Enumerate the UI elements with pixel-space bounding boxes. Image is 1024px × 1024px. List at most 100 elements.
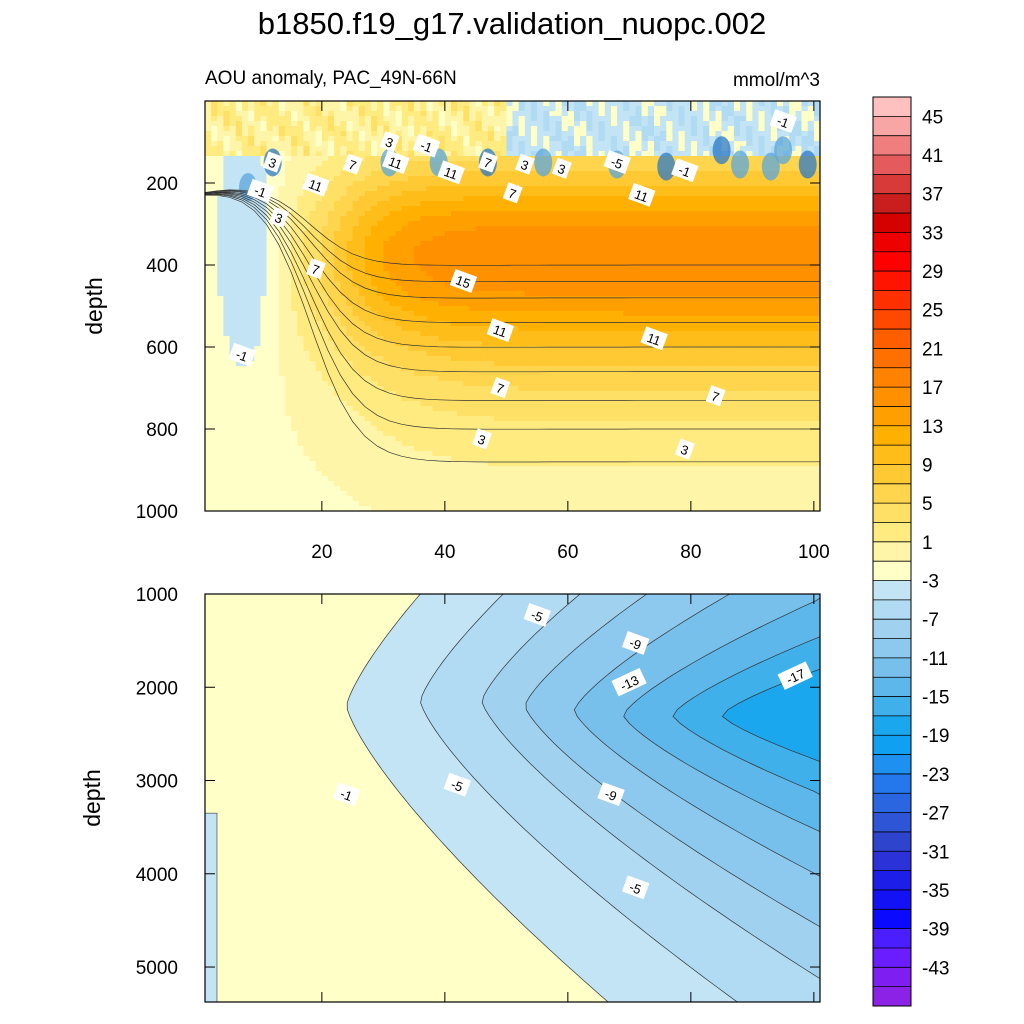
upper-field-cell <box>764 241 772 247</box>
upper-field-cell <box>358 331 366 337</box>
upper-field-cell <box>709 306 717 312</box>
upper-field-cell <box>254 331 261 337</box>
upper-field-cell <box>623 216 630 222</box>
upper-field-cell <box>715 276 723 282</box>
upper-field-cell <box>414 196 421 202</box>
upper-field-cell <box>703 291 710 297</box>
upper-field-cell <box>654 321 661 327</box>
upper-field-cell <box>284 311 292 317</box>
upper-field-cell <box>543 256 551 262</box>
upper-field-cell <box>623 176 630 182</box>
upper-field-cell <box>469 261 477 267</box>
upper-field-cell <box>641 121 649 127</box>
upper-field-cell <box>746 331 753 337</box>
upper-field-cell <box>703 251 710 257</box>
upper-field-cell <box>537 146 544 152</box>
upper-field-cell <box>647 156 655 162</box>
upper-field-cell <box>469 296 477 302</box>
upper-field-cell <box>709 246 717 252</box>
upper-field-cell <box>537 221 544 227</box>
upper-field-cell <box>506 241 514 247</box>
upper-field-cell <box>395 176 403 182</box>
upper-field-cell <box>764 331 772 337</box>
upper-field-cell <box>660 291 667 297</box>
upper-field-cell <box>813 341 820 347</box>
upper-field-cell <box>678 196 686 202</box>
upper-field-cell <box>205 266 212 272</box>
upper-field-cell <box>340 266 348 272</box>
upper-field-cell <box>334 306 341 312</box>
upper-field-cell <box>537 186 544 192</box>
upper-field-cell <box>537 206 544 212</box>
upper-field-cell <box>660 346 667 352</box>
upper-field-cell <box>580 111 587 117</box>
upper-field-cell <box>205 281 212 287</box>
upper-field-cell <box>801 261 809 267</box>
upper-field-cell <box>752 136 760 142</box>
upper-field-cell <box>561 331 569 337</box>
upper-field-cell <box>254 141 261 147</box>
upper-field-cell <box>629 156 637 162</box>
upper-field-cell <box>303 196 311 202</box>
upper-field-cell <box>813 306 820 312</box>
upper-field-cell <box>328 151 335 157</box>
upper-field-cell <box>795 206 803 212</box>
upper-field-cell <box>752 301 760 307</box>
upper-field-cell <box>334 101 341 107</box>
upper-field-cell <box>414 166 421 172</box>
upper-field-cell <box>758 101 766 107</box>
upper-field-cell <box>223 116 231 122</box>
upper-field-cell <box>555 261 563 267</box>
upper-field-cell <box>414 191 421 197</box>
upper-field-cell <box>752 101 760 107</box>
upper-field-cell <box>783 191 790 197</box>
upper-field-cell <box>414 311 421 317</box>
upper-field-cell <box>764 341 772 347</box>
upper-field-cell <box>284 316 292 322</box>
upper-field-cell <box>260 111 268 117</box>
upper-field-cell <box>303 116 311 122</box>
upper-field-cell <box>678 221 686 227</box>
upper-field-cell <box>278 231 286 237</box>
upper-field-cell <box>358 236 366 242</box>
upper-field-cell <box>223 106 231 112</box>
upper-field-cell <box>420 151 427 157</box>
upper-field-cell <box>684 326 692 332</box>
upper-field-cell <box>531 251 538 257</box>
upper-field-cell <box>235 106 243 112</box>
upper-field-cell <box>807 256 815 262</box>
upper-field-cell <box>487 336 495 342</box>
upper-field-cell <box>678 231 686 237</box>
upper-field-cell <box>223 316 231 322</box>
upper-field-cell <box>678 286 686 292</box>
upper-field-cell <box>481 251 489 257</box>
upper-field-cell <box>770 226 778 232</box>
upper-field-cell <box>641 116 649 122</box>
upper-field-cell <box>328 301 335 307</box>
upper-field-cell <box>451 136 458 142</box>
upper-field-cell <box>690 256 698 262</box>
upper-field-cell <box>512 121 520 127</box>
upper-field-cell <box>500 226 507 232</box>
upper-field-cell <box>346 131 354 137</box>
upper-field-cell <box>284 156 292 162</box>
upper-field-cell <box>721 276 729 282</box>
upper-field-cell <box>451 186 458 192</box>
upper-field-cell <box>592 291 600 297</box>
upper-field-cell <box>531 316 538 322</box>
upper-field-cell <box>807 201 815 207</box>
upper-field-cell <box>217 106 224 112</box>
upper-field-cell <box>813 176 820 182</box>
upper-field-cell <box>235 311 243 317</box>
upper-field-cell <box>604 281 612 287</box>
upper-field-cell <box>217 141 224 147</box>
upper-field-cell <box>678 121 686 127</box>
upper-field-cell <box>746 246 753 252</box>
upper-field-cell <box>813 191 820 197</box>
upper-field-cell <box>537 296 544 302</box>
upper-field-cell <box>241 286 249 292</box>
upper-field-cell <box>813 311 820 317</box>
upper-field-cell <box>346 306 354 312</box>
upper-field-cell <box>500 181 507 187</box>
upper-field-cell <box>783 201 790 207</box>
